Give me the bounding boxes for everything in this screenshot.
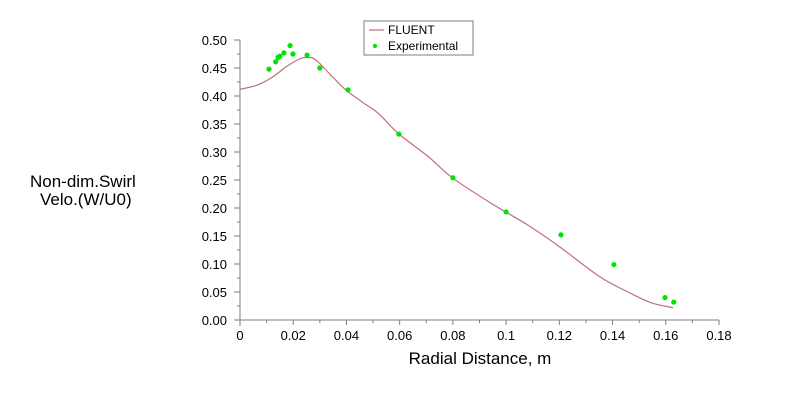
experimental-data-point [611, 261, 617, 268]
x-tick-label: 0.1 [497, 328, 515, 343]
experimental-data-point [266, 66, 272, 72]
x-tick-label: 0.06 [387, 328, 412, 343]
experimental-data-point [558, 232, 564, 238]
plot-area [239, 43, 677, 309]
experimental-data-point [273, 59, 279, 65]
x-axis-title: Radial Distance, m [409, 349, 552, 368]
y-tick-label: 0.05 [202, 285, 227, 300]
x-tick-label: 0.14 [600, 328, 625, 343]
experimental-data-point [450, 175, 456, 181]
experimental-data-point [304, 52, 310, 58]
experimental-data-point [317, 65, 323, 71]
y-tick-label: 0.25 [202, 173, 227, 188]
experimental-data-point [345, 87, 351, 93]
legend-label-fluent: FLUENT [388, 23, 435, 37]
experimental-data-point [503, 209, 509, 215]
experimental-data-point [662, 295, 668, 301]
y-tick-label: 0.00 [202, 313, 227, 328]
experimental-data-point [290, 51, 296, 57]
x-tick-label: 0 [236, 328, 243, 343]
y-tick-label: 0.40 [202, 89, 227, 104]
fluent-curve [239, 56, 674, 309]
experimental-data-point [277, 53, 283, 59]
x-tick-label: 0.04 [334, 328, 359, 343]
y-tick-label: 0.20 [202, 201, 227, 216]
x-tick-label: 0.12 [547, 328, 572, 343]
y-axis-title-line-2: Velo.(W/U0) [40, 190, 132, 209]
legend-dot-swatch-icon [372, 43, 378, 49]
x-tick-label: 0.16 [653, 328, 678, 343]
experimental-data-point [396, 131, 402, 137]
axes: 0 0.02 0.04 0.06 0.08 0.1 0.12 0.14 0.16 0.18 0.00… [202, 33, 732, 343]
legend-box [363, 20, 474, 56]
x-tick-label: 0.02 [281, 328, 306, 343]
x-tick-label: 0.18 [706, 328, 731, 343]
y-tick-label: 0.50 [202, 33, 227, 48]
y-axis-title-line-1: Non-dim.Swirl [30, 172, 136, 191]
x-tick-label: 0.08 [440, 328, 465, 343]
legend-label-experimental: Experimental [388, 39, 458, 53]
experimental-data-point [671, 299, 677, 305]
y-tick-label: 0.35 [202, 117, 227, 132]
experimental-data-point [281, 50, 287, 56]
y-tick-label: 0.45 [202, 61, 227, 76]
y-tick-label: 0.30 [202, 145, 227, 160]
y-tick-label: 0.10 [202, 257, 227, 272]
experimental-data-point [287, 43, 293, 49]
y-tick-label: 0.15 [202, 229, 227, 244]
legend: FLUENT Experimental [363, 20, 474, 56]
